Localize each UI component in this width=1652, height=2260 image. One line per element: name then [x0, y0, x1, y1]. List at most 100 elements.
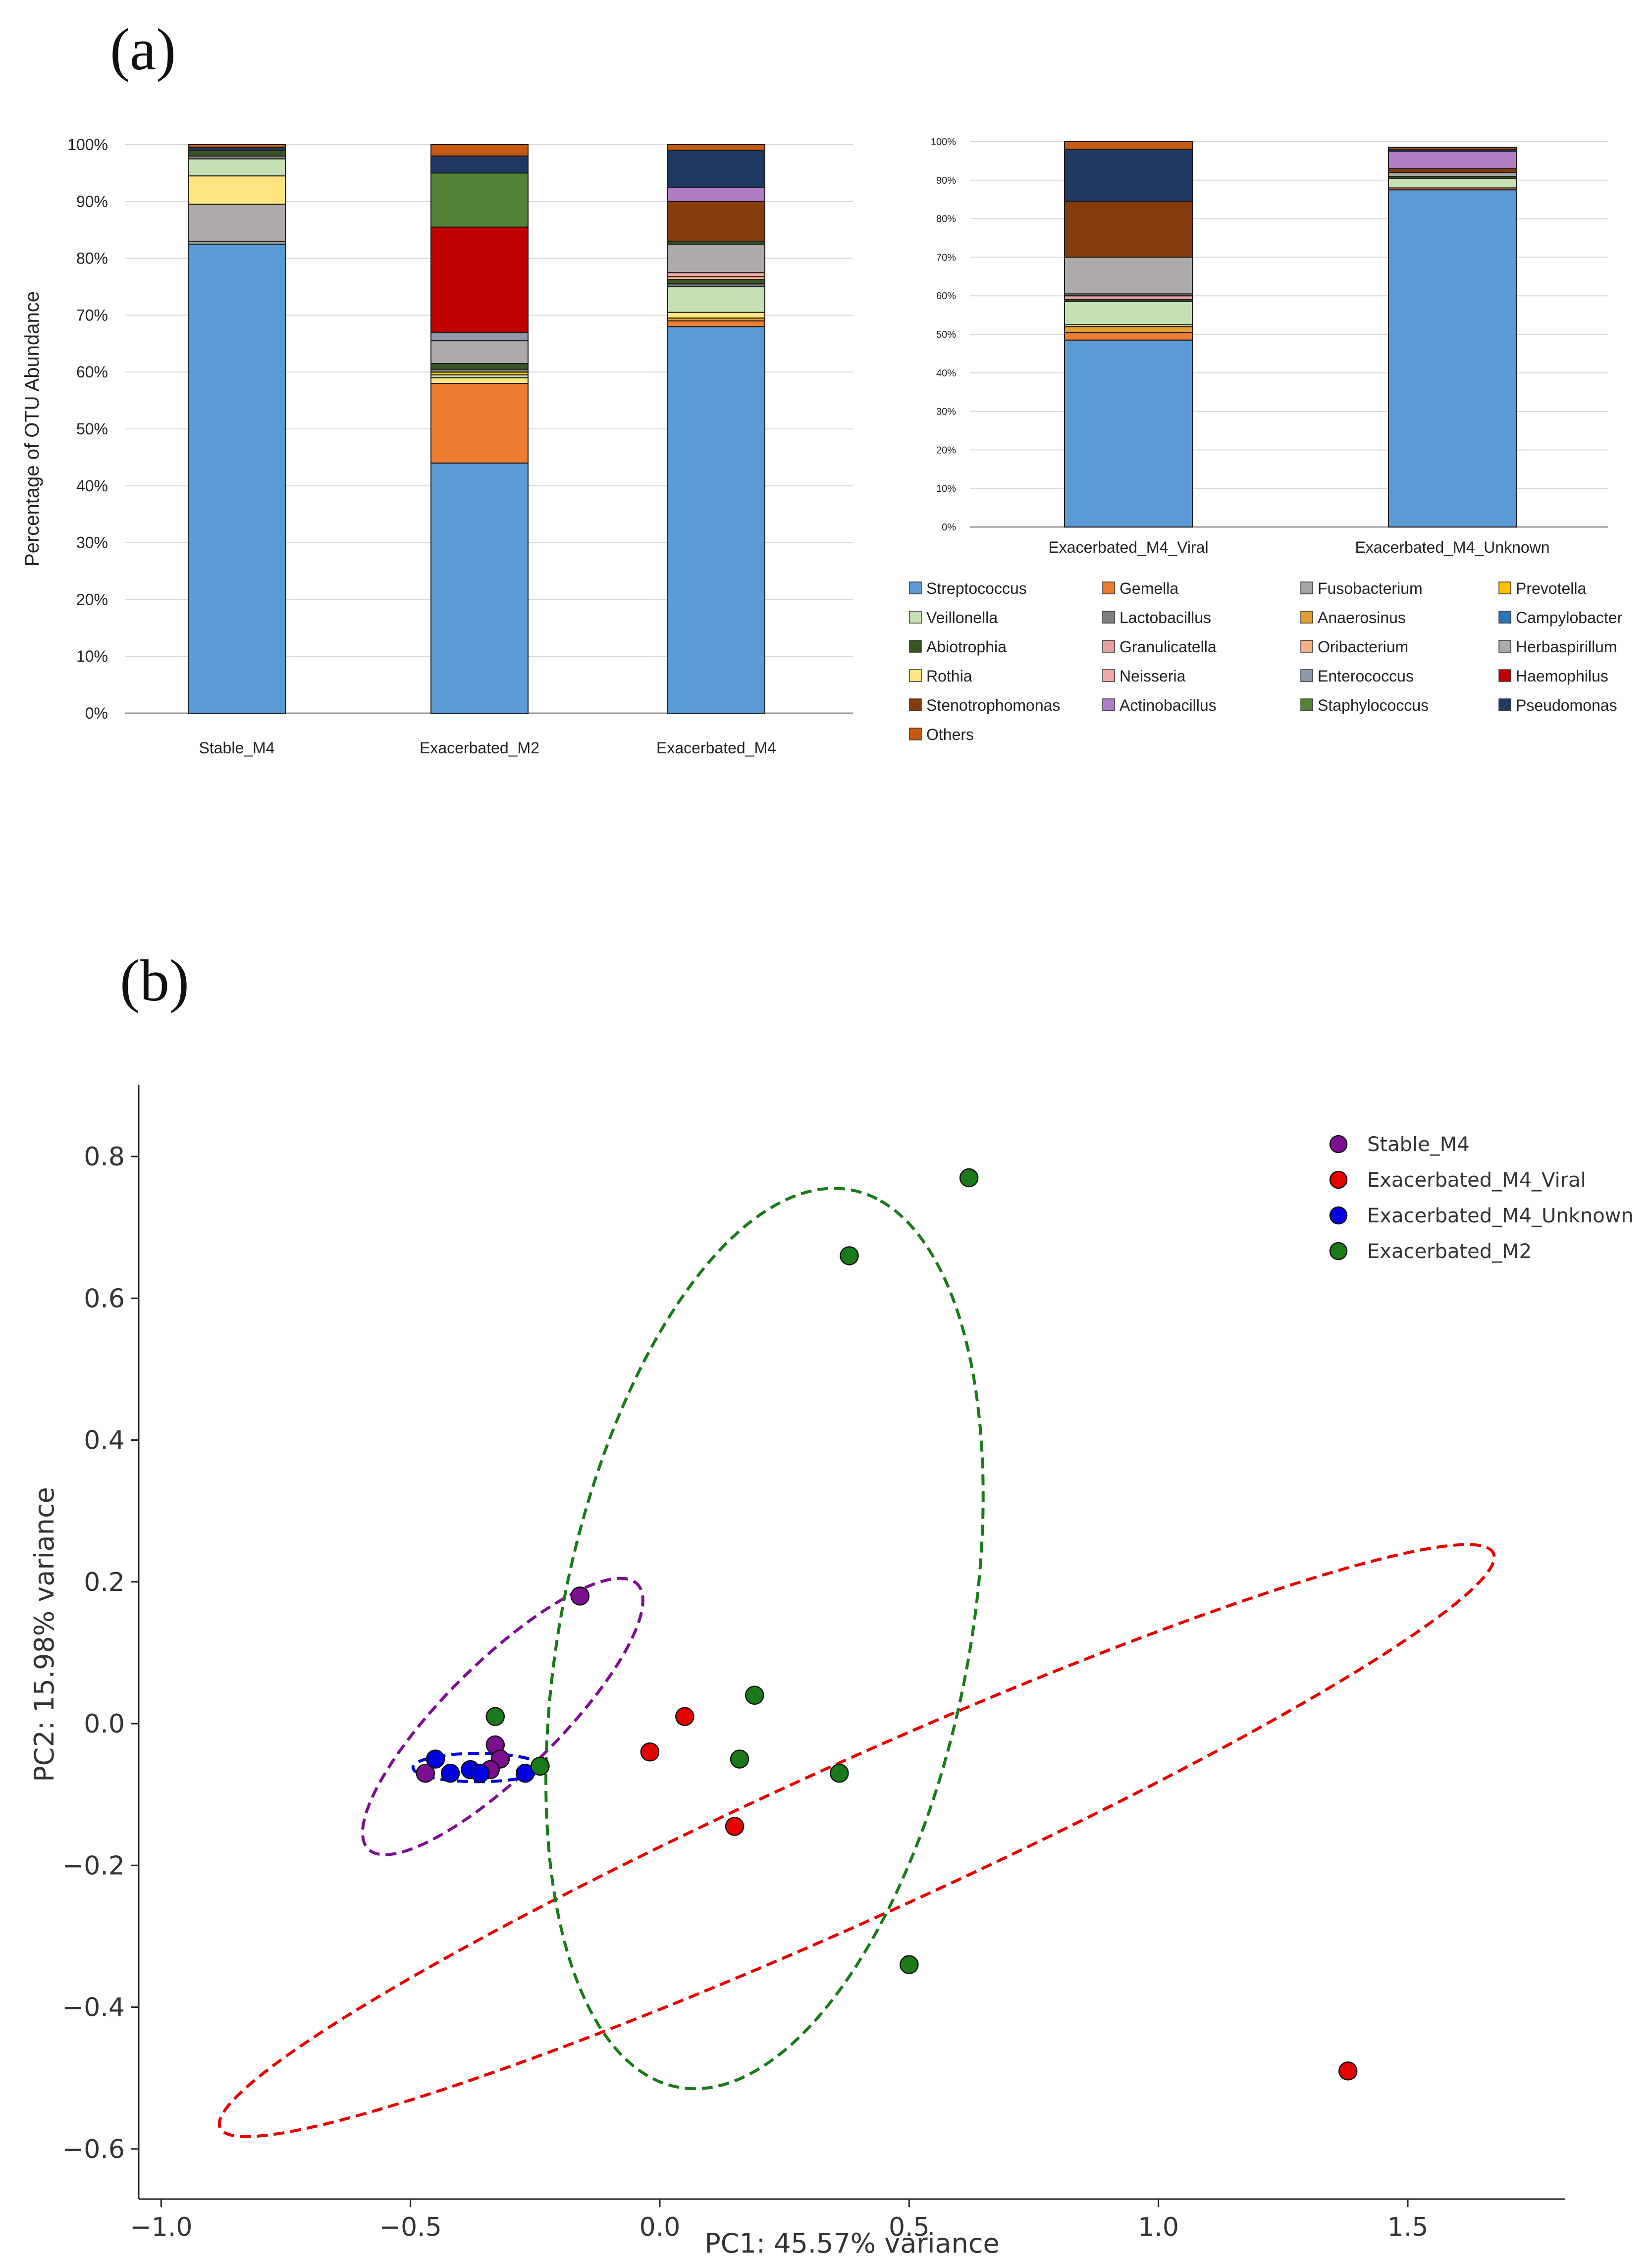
data-point-stable-m4 — [570, 1586, 590, 1606]
data-point-exacerbated-m2 — [830, 1763, 849, 1783]
bar-segment-haemophilus — [430, 226, 529, 333]
bar-segment-rothia — [430, 377, 529, 384]
legend-swatch — [1300, 640, 1313, 653]
bar-segment-veillonella — [1388, 177, 1517, 189]
legend-swatch — [909, 698, 922, 711]
x-tick-label: 0.5 — [889, 2212, 930, 2242]
bar-segment-staphylococcus — [430, 172, 529, 228]
legend-label: Staphylococcus — [1318, 696, 1429, 714]
legend-marker — [1329, 1206, 1348, 1225]
legend-label: Prevotella — [1516, 579, 1587, 597]
data-point-stable-m4 — [416, 1763, 435, 1783]
stacked-bar-chart-right: 0% 10% 20% 30% 40% 50% 60% 70% 80% 90% 100% Exacerb… — [931, 137, 1608, 556]
bar-segment-stenotrophomonas — [667, 201, 765, 242]
bar-segment-abiotrophia — [667, 279, 765, 285]
legend-label: Herbaspirillum — [1516, 638, 1617, 656]
legend-swatch — [1102, 669, 1115, 682]
data-point-exacerbated-m2 — [531, 1756, 550, 1776]
bar-segment-veillonella — [188, 158, 286, 177]
y-tick-label: 0.8 — [84, 1142, 125, 1172]
bar-segment-abiotrophia — [188, 150, 286, 157]
category-label: Exacerbated_M4 — [656, 739, 776, 757]
legend-label: Lactobacillus — [1119, 609, 1211, 627]
legend-swatch — [909, 728, 922, 740]
confidence-ellipse-exacerbated-m4-unknown — [411, 1752, 544, 1784]
x-tick-label: 1.0 — [1138, 2212, 1179, 2242]
data-point-exacerbated-m4-unknown — [471, 1763, 490, 1783]
legend-marker — [1329, 1135, 1348, 1154]
bar-segment-rothia — [667, 312, 765, 319]
legend-label: Neisseria — [1119, 667, 1186, 685]
y-tick-label: 30% — [936, 407, 956, 418]
y-tick-label: 0% — [85, 704, 108, 722]
bar-segment-stenotrophomonas — [1388, 168, 1517, 173]
data-point-exacerbated-m2 — [745, 1685, 764, 1705]
y-tick-label: 30% — [76, 534, 108, 552]
bar-segment-others — [1388, 147, 1517, 150]
legend-label: Pseudomonas — [1516, 696, 1617, 714]
y-tick-label: 100% — [931, 137, 956, 148]
legend-swatch — [1300, 669, 1313, 682]
bar-segment-gemella — [1064, 332, 1193, 341]
bar-segment-streptococcus — [430, 462, 529, 714]
legend-label: Veillonella — [926, 609, 998, 627]
bar-segment-others — [188, 144, 286, 148]
legend-label: Fusobacterium — [1318, 579, 1423, 597]
bar-segment-actinobacillus — [1388, 151, 1517, 169]
y-tick-label: 90% — [936, 175, 956, 186]
legend-label: Haemophilus — [1516, 667, 1608, 685]
bar-segment-neisseria — [667, 272, 765, 277]
legend-swatch — [909, 640, 922, 653]
y-axis-title: Percentage of OTU Abundance — [21, 291, 43, 567]
legend-label: Oribacterium — [1318, 638, 1408, 656]
y-tick-label: 0.6 — [84, 1284, 125, 1314]
legend-label: Rothia — [926, 667, 972, 685]
x-tick-label: 1.5 — [1387, 2212, 1429, 2242]
bar-segment-others — [667, 144, 765, 151]
y-tick-label: 50% — [76, 420, 108, 438]
bar-segment-veillonella — [1064, 301, 1193, 325]
legend-label: Exacerbated_M4_Unknown — [1367, 1205, 1634, 1227]
y-tick-label: 80% — [936, 214, 956, 225]
data-point-exacerbated-m4-viral — [725, 1817, 745, 1836]
bar-segment-others — [430, 144, 529, 157]
legend-swatch — [909, 581, 922, 594]
legend-label: Stable_M4 — [1367, 1133, 1470, 1156]
bar-segment-gemella — [667, 320, 765, 327]
data-point-exacerbated-m4-viral — [675, 1707, 694, 1726]
bar-segment-rothia — [188, 175, 286, 205]
bar-segment-gemella — [430, 383, 529, 464]
bar-segment-enterococcus — [430, 331, 529, 342]
bar-segment-pseudomonas — [1064, 149, 1193, 202]
y-tick-label: 60% — [76, 363, 108, 381]
legend-label: Exacerbated_M4_Viral — [1367, 1169, 1586, 1192]
legend-swatch — [1498, 611, 1511, 624]
x-tick-label: −1.0 — [130, 2212, 192, 2242]
legend-marker — [1329, 1242, 1348, 1261]
legend-label: Streptococcus — [926, 579, 1027, 597]
y-tick-label: 90% — [76, 193, 108, 210]
y-tick-label: 60% — [936, 291, 956, 302]
legend-label: Anaerosinus — [1318, 609, 1406, 627]
data-point-exacerbated-m2 — [485, 1707, 505, 1726]
legend-label: Gemella — [1119, 579, 1178, 597]
data-point-exacerbated-m2 — [730, 1749, 749, 1769]
bar-segment-streptococcus — [188, 243, 286, 714]
data-point-exacerbated-m4-unknown — [426, 1749, 445, 1769]
y-tick-label: 0.4 — [84, 1426, 125, 1456]
bar-segment-herbaspirillum — [667, 243, 765, 273]
genus-legend: Streptococcus Gemella Fusobacterium Prevote… — [909, 579, 1623, 743]
legend-swatch — [1498, 640, 1511, 653]
bar-segment-others — [1064, 141, 1193, 150]
bar-segment-granulicatella — [1064, 295, 1193, 300]
y-tick-label: 10% — [76, 647, 108, 665]
legend-marker — [1329, 1170, 1348, 1189]
pca-scatter-plot: −1.0 −0.5 0.0 0.5 1.0 1.5 −0.6 −0.4 −0.2 0.0 0.2 0.… — [29, 1085, 1634, 2259]
legend-label: Abiotrophia — [926, 638, 1007, 656]
y-tick-label: 70% — [76, 306, 108, 324]
y-tick-label: 50% — [936, 329, 956, 340]
data-point-exacerbated-m2 — [959, 1168, 979, 1188]
legend-swatch — [1498, 669, 1511, 682]
bar-segment-abiotrophia — [430, 363, 529, 370]
